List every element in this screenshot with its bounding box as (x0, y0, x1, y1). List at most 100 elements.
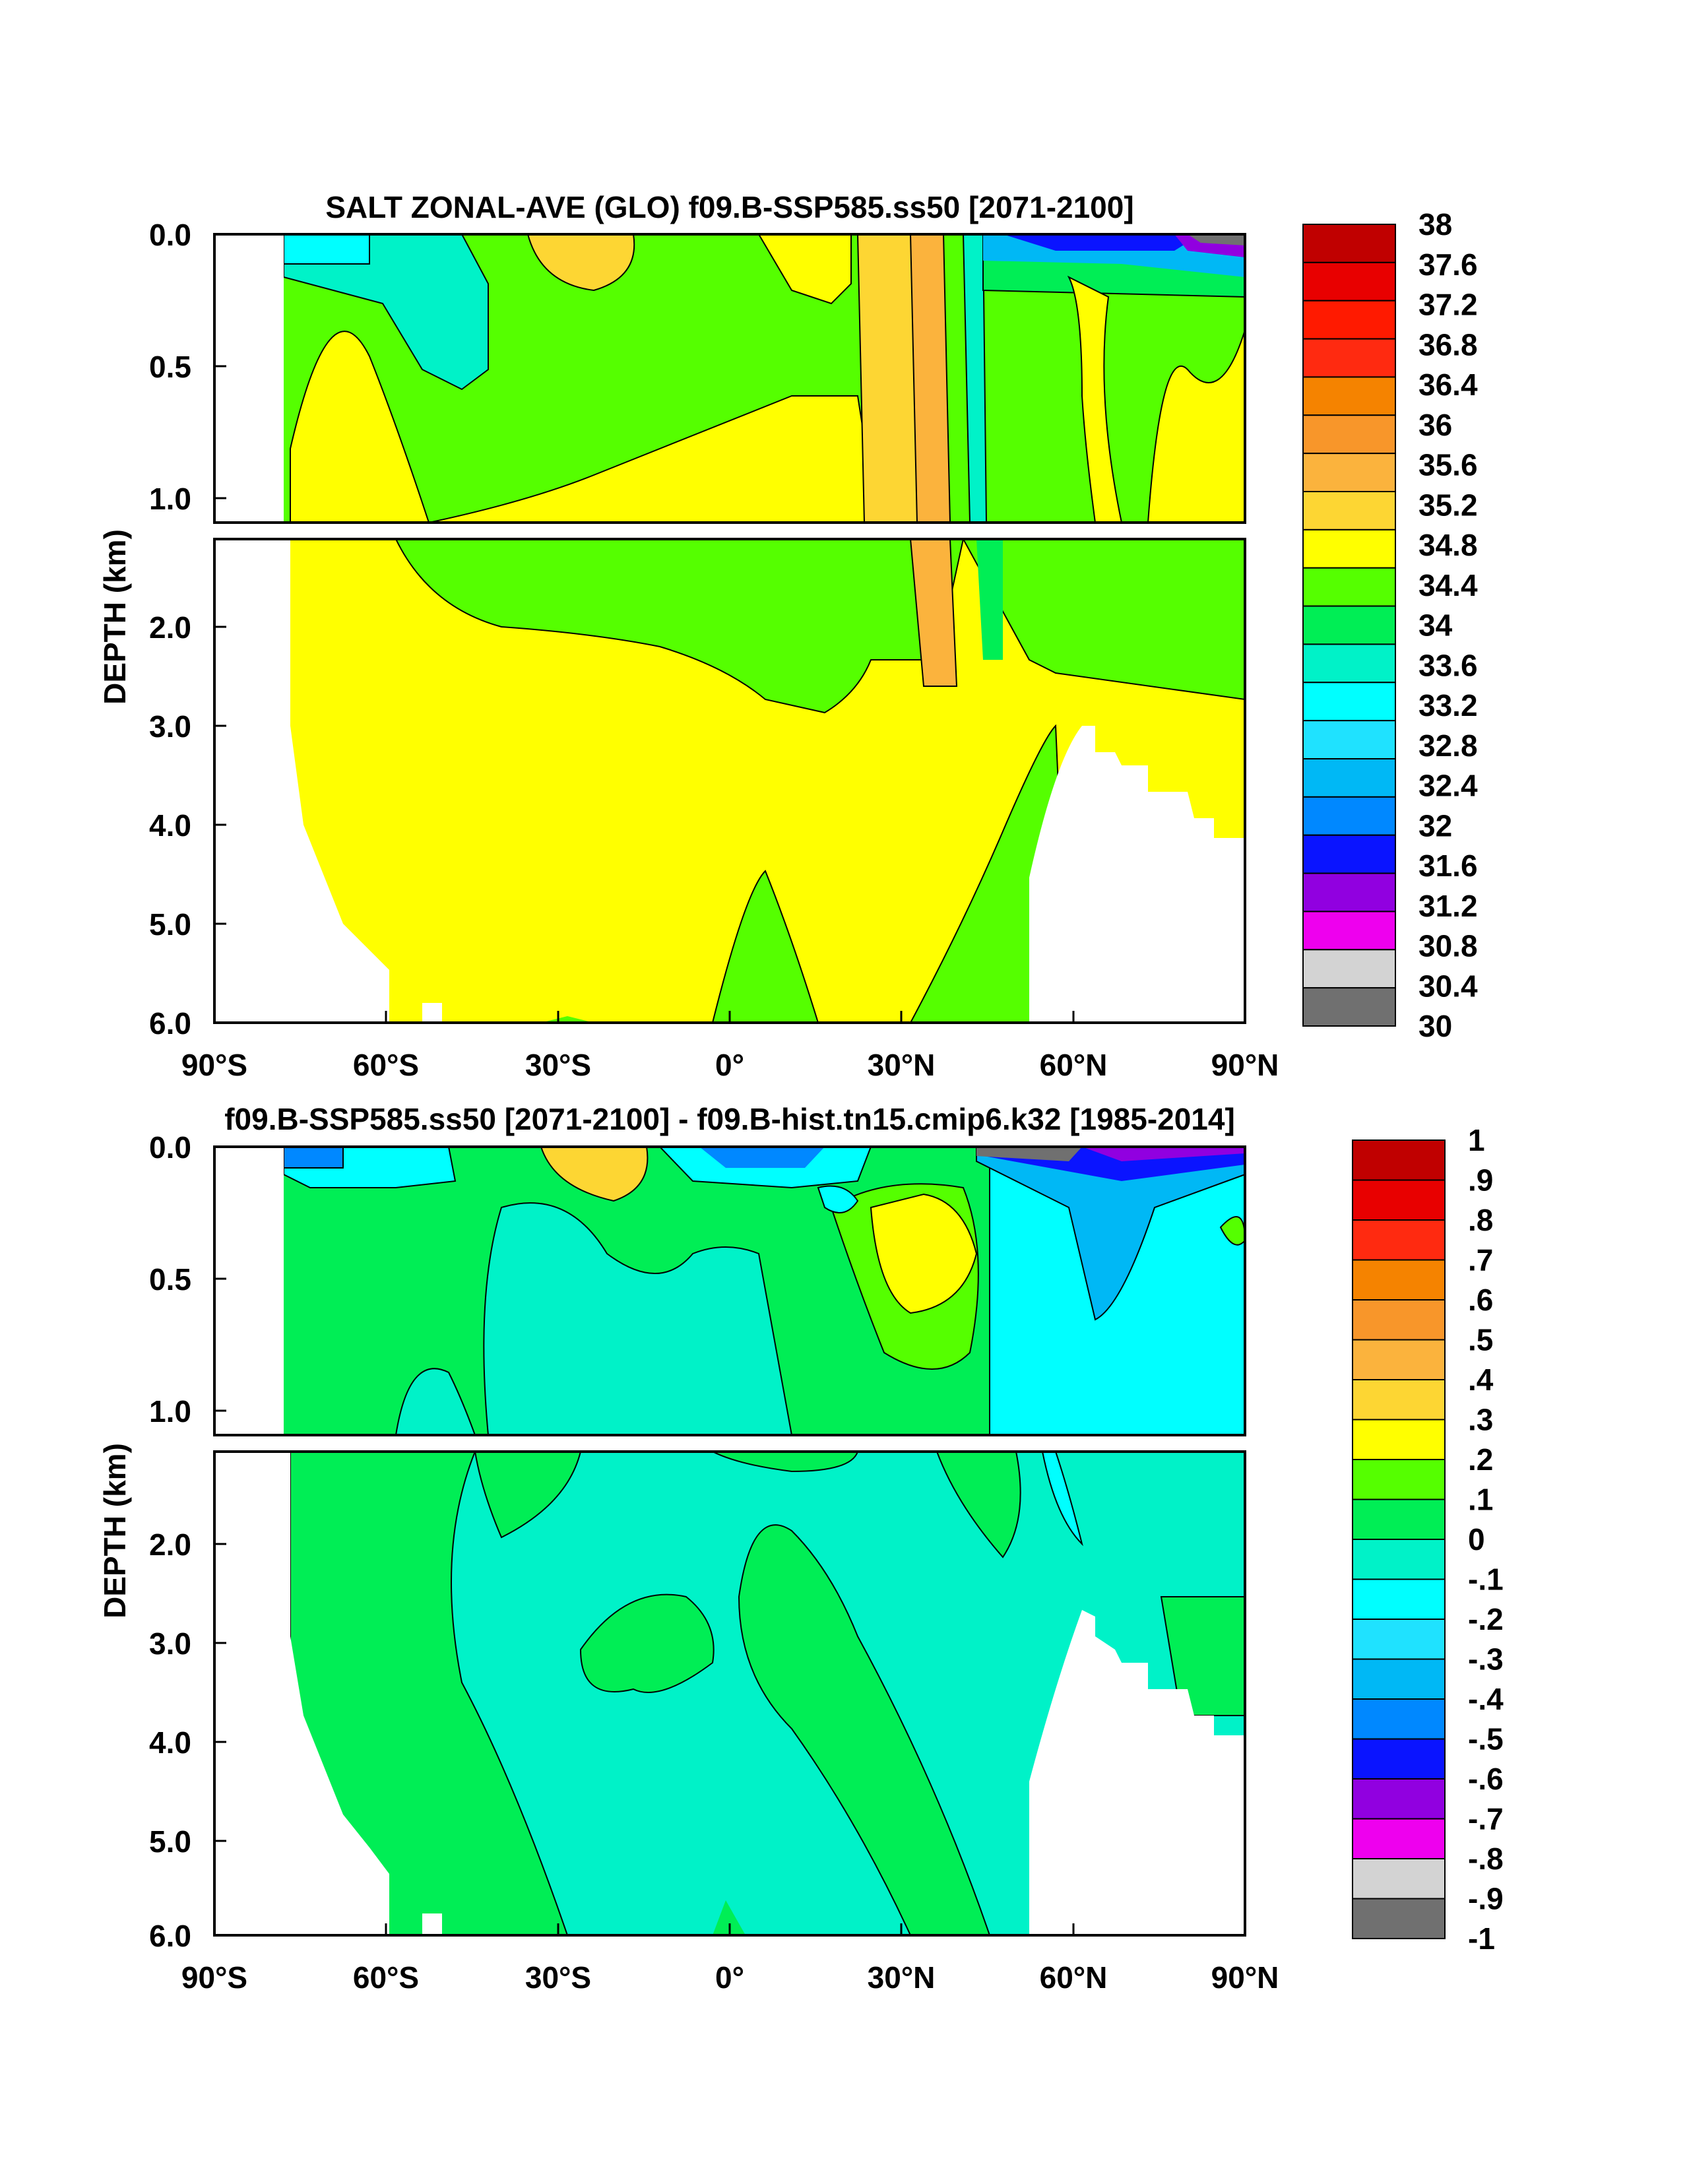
colorbar-label: -.3 (1468, 1642, 1504, 1677)
difference-panel: f09.B-SSP585.ss50 [2071-2100] - f09.B-hi… (98, 1102, 1504, 1995)
colorbar-label: 31.6 (1418, 849, 1478, 883)
colorbar-label: -.8 (1468, 1842, 1504, 1876)
y-tick-label: 1.0 (149, 1394, 191, 1429)
difference-upper-field (214, 1147, 1245, 1435)
colorbar-label: -.5 (1468, 1722, 1504, 1756)
colorbar-label: -.2 (1468, 1602, 1504, 1636)
colorbar-label: 34.4 (1418, 568, 1478, 602)
colorbar-swatch (1352, 1738, 1446, 1780)
x-tick-label: 30°S (525, 1960, 591, 1995)
colorbar-label: 33.6 (1418, 648, 1478, 682)
colorbar-label: -1 (1468, 1921, 1495, 1956)
y-tick-label: 5.0 (149, 1824, 191, 1859)
salinity-ticks (214, 365, 1075, 1023)
colorbar-swatch (1302, 949, 1396, 989)
y-tick-label: 6.0 (149, 1919, 191, 1953)
colorbar-label: 36.8 (1418, 327, 1478, 362)
y-tick-label: 4.0 (149, 808, 191, 843)
colorbar-label: .2 (1468, 1442, 1493, 1477)
colorbar-swatch (1352, 1140, 1446, 1181)
difference-y-axis-label: DEPTH (km) (98, 1443, 132, 1619)
y-tick-label: 0.5 (149, 350, 191, 384)
salinity-colorbar: 38 37.6 37.2 36.8 36.4 36 35.6 35.2 34.8 34.4 34 33… (1302, 207, 1478, 1043)
difference-lower-field (214, 1452, 1245, 1935)
x-tick-label: 0° (715, 1048, 744, 1082)
colorbar-label: 33.2 (1418, 688, 1478, 723)
salinity-x-tick-labels: 90°S 60°S 30°S 0° 30°N 60°N 90°N (181, 1048, 1279, 1082)
colorbar-label: .1 (1468, 1483, 1493, 1517)
y-tick-label: 0.0 (149, 218, 191, 252)
colorbar-label: 32.4 (1418, 769, 1478, 803)
y-tick-label: 2.0 (149, 1527, 191, 1562)
colorbar-swatch (1302, 224, 1396, 263)
x-tick-label: 30°S (525, 1048, 591, 1082)
colorbar-swatch (1302, 605, 1396, 645)
salinity-y-axis-label: DEPTH (km) (98, 529, 132, 705)
y-tick-label: 0.0 (149, 1130, 191, 1165)
colorbar-swatch (1352, 1898, 1446, 1939)
colorbar-label: .6 (1468, 1283, 1493, 1317)
colorbar-label: 38 (1418, 207, 1452, 241)
y-tick-label: 4.0 (149, 1725, 191, 1760)
salinity-panel: SALT ZONAL-AVE (GLO) f09.B-SSP585.ss50 [… (98, 190, 1478, 1082)
colorbar-label: 34.8 (1418, 528, 1478, 562)
colorbar-swatch (1302, 453, 1396, 493)
colorbar-label: .9 (1468, 1163, 1493, 1198)
colorbar-swatch (1302, 796, 1396, 836)
colorbar-swatch (1352, 1818, 1446, 1859)
colorbar-label: -.6 (1468, 1762, 1504, 1796)
colorbar-swatch (1352, 1259, 1446, 1301)
x-tick-label: 60°S (353, 1960, 419, 1995)
colorbar-swatch (1302, 987, 1396, 1027)
colorbar-swatch (1302, 872, 1396, 913)
difference-colorbar: 1 .9 .8 .7 .6 .5 .4 .3 .2 .1 0 -.1 -.2 -.3 -.4 -.5 -.6 -.… (1352, 1123, 1504, 1956)
colorbar-label: 30.8 (1418, 929, 1478, 963)
colorbar-swatch (1302, 414, 1396, 455)
colorbar-swatch (1352, 1179, 1446, 1221)
x-tick-label: 90°S (181, 1048, 247, 1082)
colorbar-swatch (1302, 643, 1396, 684)
difference-x-tick-labels: 90°S 60°S 30°S 0° 30°N 60°N 90°N (181, 1960, 1279, 1995)
x-tick-label: 90°N (1211, 1048, 1279, 1082)
salinity-upper-field (214, 234, 1245, 523)
colorbar-label: 34 (1418, 608, 1453, 643)
colorbar-swatch (1302, 720, 1396, 759)
difference-y-tick-labels: 0.0 0.5 1.0 2.0 3.0 4.0 5.0 6.0 (149, 1130, 191, 1953)
colorbar-swatch (1352, 1858, 1446, 1900)
colorbar-swatch (1302, 911, 1396, 951)
colorbar-label: 1 (1468, 1123, 1485, 1157)
y-tick-label: 2.0 (149, 610, 191, 645)
colorbar-label: 36 (1418, 408, 1452, 442)
colorbar-swatch (1352, 1459, 1446, 1500)
x-tick-label: 30°N (868, 1048, 936, 1082)
colorbar-swatch (1352, 1219, 1446, 1261)
x-tick-label: 90°S (181, 1960, 247, 1995)
colorbar-label: -.9 (1468, 1882, 1504, 1916)
colorbar-swatch (1302, 758, 1396, 798)
colorbar-label: -.1 (1468, 1562, 1504, 1597)
difference-title: f09.B-SSP585.ss50 [2071-2100] - f09.B-hi… (224, 1102, 1235, 1136)
colorbar-label: 35.2 (1418, 488, 1478, 522)
colorbar-swatch (1352, 1539, 1446, 1580)
x-tick-label: 60°N (1040, 1960, 1108, 1995)
colorbar-label: 37.6 (1418, 247, 1478, 282)
colorbar-label: 32.8 (1418, 728, 1478, 763)
colorbar-swatch (1302, 491, 1396, 530)
colorbar-swatch (1352, 1419, 1446, 1460)
colorbar-label: 37.2 (1418, 288, 1478, 322)
colorbar-swatch (1352, 1658, 1446, 1700)
difference-upper-frame (213, 1145, 1246, 1436)
x-tick-label: 60°S (353, 1048, 419, 1082)
x-tick-label: 60°N (1040, 1048, 1108, 1082)
colorbar-label: 35.6 (1418, 448, 1478, 482)
colorbar-label: 30.4 (1418, 969, 1478, 1003)
colorbar-label: -.4 (1468, 1682, 1504, 1716)
colorbar-swatch (1302, 682, 1396, 722)
salinity-lower-field (214, 539, 1245, 1023)
x-tick-label: 90°N (1211, 1960, 1279, 1995)
colorbar-swatch (1302, 376, 1396, 416)
colorbar-swatch (1352, 1379, 1446, 1421)
colorbar-label: 32 (1418, 808, 1452, 843)
colorbar-swatch (1302, 834, 1396, 874)
y-tick-label: 6.0 (149, 1006, 191, 1041)
